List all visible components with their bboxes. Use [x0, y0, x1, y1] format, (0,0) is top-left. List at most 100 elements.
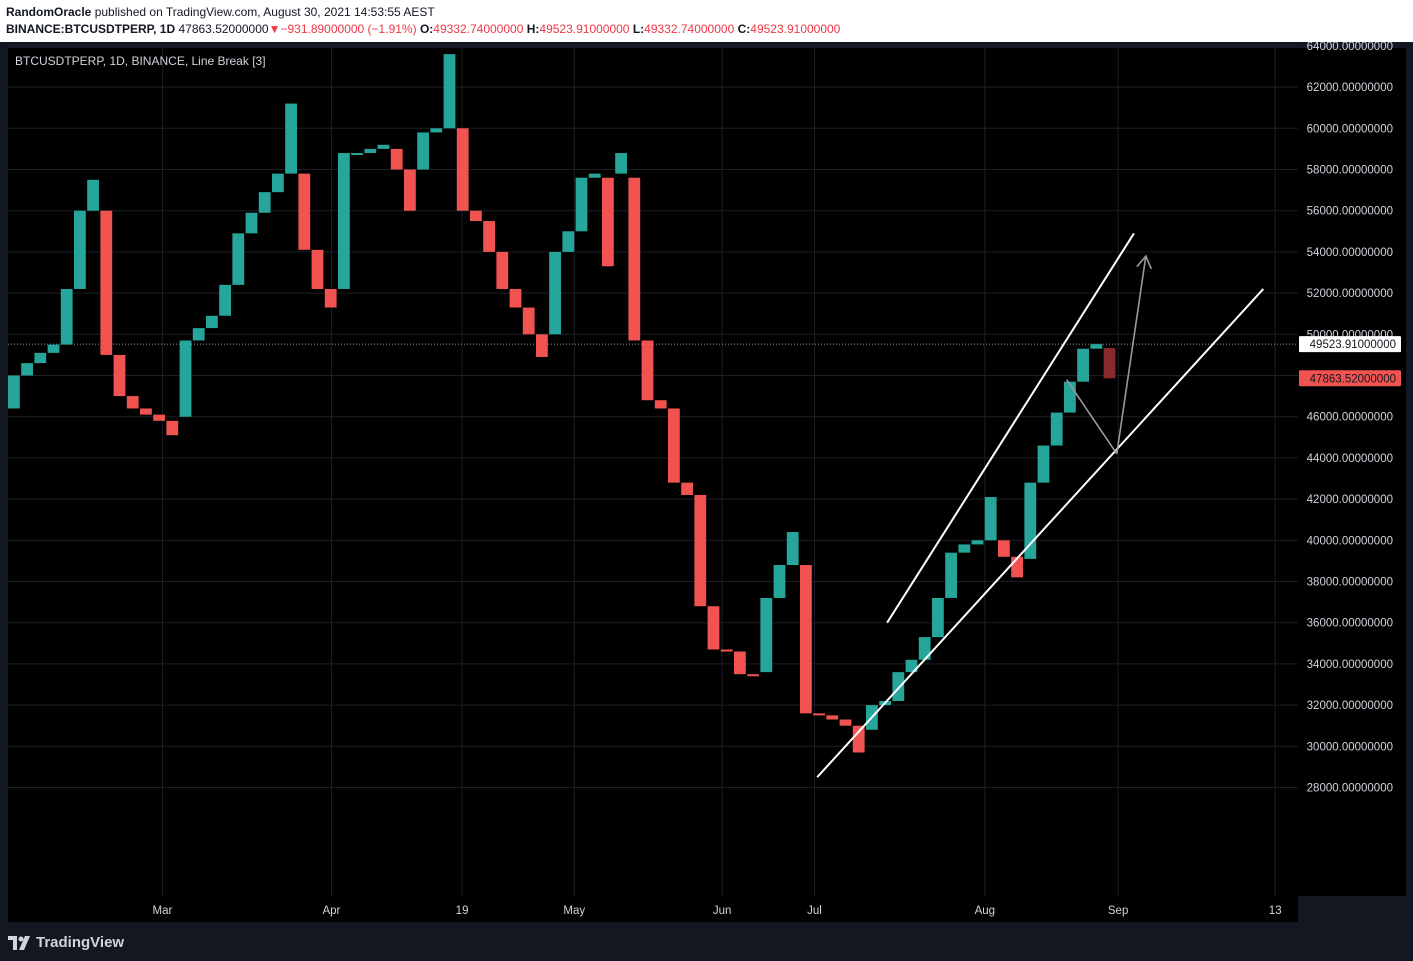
brick-up[interactable] — [958, 544, 971, 553]
projection-down-line[interactable] — [1065, 379, 1118, 455]
brick-down[interactable] — [641, 340, 654, 401]
brick-up[interactable] — [786, 532, 799, 566]
brick-down[interactable] — [852, 725, 865, 753]
brick-down[interactable] — [113, 354, 126, 397]
brick-down[interactable] — [800, 565, 812, 714]
brick-up[interactable] — [1024, 482, 1037, 559]
brick-up[interactable] — [179, 340, 192, 417]
brick-down[interactable] — [153, 414, 165, 421]
lower-channel-line[interactable] — [816, 288, 1265, 778]
brick-up[interactable] — [562, 231, 575, 252]
brick-up[interactable] — [87, 179, 99, 211]
brick-up[interactable] — [760, 597, 773, 673]
brick-down[interactable] — [720, 649, 733, 652]
brick-down[interactable] — [483, 221, 495, 252]
publisher-name[interactable]: RandomOracle — [6, 5, 92, 19]
brick-up[interactable] — [219, 284, 231, 316]
brick-down[interactable] — [522, 307, 535, 335]
brick-up[interactable] — [575, 177, 588, 232]
time-axis[interactable] — [8, 896, 1298, 922]
brick-up[interactable] — [338, 153, 350, 289]
brick-up[interactable] — [8, 375, 20, 409]
brick-down[interactable] — [324, 288, 337, 308]
brick-down[interactable] — [140, 408, 152, 415]
brick-up[interactable] — [272, 173, 284, 193]
brick-down[interactable] — [654, 400, 667, 409]
brick-down[interactable] — [747, 674, 759, 677]
brick-up[interactable] — [773, 565, 786, 598]
brick-up[interactable] — [443, 54, 456, 129]
brick-down[interactable] — [998, 540, 1010, 557]
bricks-group — [8, 54, 1116, 753]
brick-down[interactable] — [694, 494, 707, 607]
price-change: −931.89000000 (−1.91%) — [280, 22, 417, 36]
brick-down[interactable] — [839, 719, 852, 726]
brick-up[interactable] — [60, 288, 73, 345]
brick-up[interactable] — [905, 659, 918, 673]
brick-down[interactable] — [602, 177, 614, 267]
brick-up[interactable] — [1090, 344, 1103, 349]
trendlines-group[interactable] — [816, 232, 1265, 778]
chart-legend-title[interactable]: BTCUSDTPERP, 1D, BINANCE, Line Break [3] — [15, 54, 266, 68]
brick-up[interactable] — [1077, 348, 1089, 382]
tradingview-brand[interactable]: TradingView — [8, 934, 124, 951]
brick-up[interactable] — [1064, 381, 1076, 413]
brick-down[interactable] — [311, 249, 324, 289]
brick-down[interactable] — [456, 128, 469, 211]
brick-down[interactable] — [668, 408, 680, 483]
brick-down[interactable] — [1103, 348, 1116, 379]
brick-down[interactable] — [681, 482, 693, 495]
upper-channel-line[interactable] — [886, 232, 1135, 624]
brick-up[interactable] — [47, 344, 60, 353]
brick-up[interactable] — [206, 315, 218, 329]
brick-down[interactable] — [1011, 556, 1023, 578]
brick-up[interactable] — [984, 497, 997, 541]
brick-down[interactable] — [390, 148, 403, 170]
projection-up-line[interactable] — [1116, 255, 1147, 454]
brick-up[interactable] — [285, 103, 297, 174]
brick-up[interactable] — [945, 552, 957, 598]
brick-up[interactable] — [74, 210, 86, 289]
brick-up[interactable] — [417, 132, 429, 170]
chart-header: RandomOracle published on TradingView.co… — [0, 0, 1413, 42]
brick-up[interactable] — [430, 128, 443, 133]
brick-up[interactable] — [245, 212, 258, 234]
line-break-chart[interactable]: 66000.0000000064000.0000000062000.000000… — [0, 42, 1413, 928]
brick-up[interactable] — [549, 251, 561, 335]
plot-background[interactable] — [8, 48, 1298, 896]
brick-down[interactable] — [496, 251, 509, 289]
x-tick-label: Jun — [713, 905, 732, 917]
brick-up[interactable] — [192, 328, 205, 341]
brick-up[interactable] — [351, 153, 363, 156]
chart-area[interactable]: 66000.0000000064000.0000000062000.000000… — [0, 42, 1413, 928]
price-axis[interactable] — [1298, 48, 1406, 896]
brick-down[interactable] — [100, 210, 113, 355]
brick-down[interactable] — [734, 651, 746, 675]
brick-down[interactable] — [126, 396, 139, 409]
y-tick-label: 28000.00000000 — [1307, 783, 1393, 795]
brick-up[interactable] — [1037, 445, 1050, 483]
brick-down[interactable] — [166, 420, 179, 436]
brick-up[interactable] — [588, 173, 601, 178]
brick-up[interactable] — [232, 233, 245, 285]
brick-up[interactable] — [918, 637, 931, 660]
brick-up[interactable] — [377, 144, 390, 149]
brick-up[interactable] — [971, 540, 984, 545]
brick-down[interactable] — [707, 606, 720, 650]
brick-up[interactable] — [21, 363, 33, 376]
brick-down[interactable] — [826, 715, 839, 720]
brick-down[interactable] — [470, 210, 482, 221]
brick-up[interactable] — [258, 192, 271, 213]
brick-up[interactable] — [34, 352, 47, 364]
brick-up[interactable] — [892, 672, 905, 701]
brick-down[interactable] — [298, 173, 311, 250]
brick-down[interactable] — [628, 177, 641, 341]
brick-down[interactable] — [813, 713, 825, 716]
brick-down[interactable] — [509, 288, 522, 308]
brick-up[interactable] — [1050, 412, 1063, 446]
brick-up[interactable] — [364, 148, 377, 154]
brick-up[interactable] — [932, 597, 944, 638]
brick-up[interactable] — [615, 153, 627, 174]
brick-down[interactable] — [536, 334, 548, 357]
brick-down[interactable] — [404, 169, 416, 211]
